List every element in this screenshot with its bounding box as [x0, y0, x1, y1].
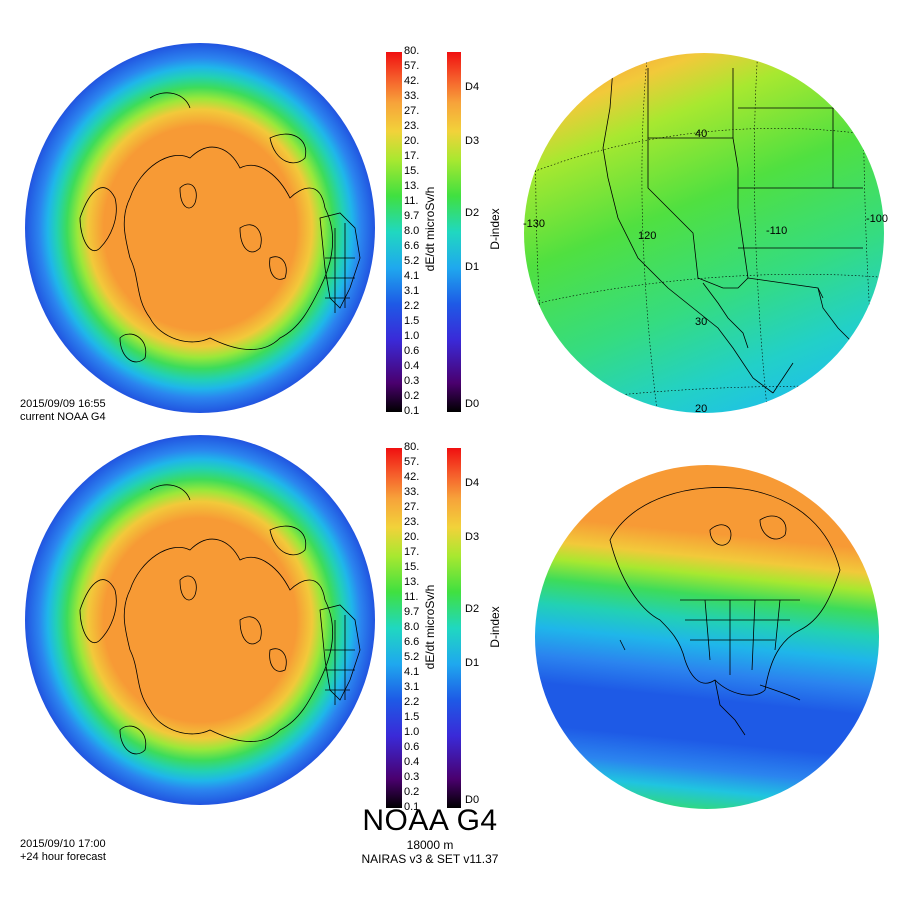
model-label: NAIRAS v3 & SET v11.37 — [361, 852, 499, 866]
colorbar-tick-label: 0.2 — [404, 786, 420, 798]
globe-north-america — [535, 465, 879, 809]
dindex-ticks-bottom: D4 D3 D2 D1 D0 — [465, 442, 495, 814]
colorbar-tick-label: 23. — [404, 516, 420, 528]
dose-colorbar-bottom — [386, 448, 402, 808]
colorbar-tick-label: 11. — [404, 195, 419, 207]
colorbar-tick-label: 0.1 — [404, 405, 420, 417]
colorbar-tick-label: 0.4 — [404, 756, 420, 768]
colorbar-tick-label: 15. — [404, 561, 420, 573]
lon-label-110: -110 — [766, 225, 788, 237]
colorbar-tick-label: 2.2 — [404, 300, 420, 312]
lat-label-30: 30 — [695, 316, 708, 328]
colorbar-tick-label: 1.0 — [404, 330, 420, 342]
colorbar-tick-label: 17. — [404, 150, 420, 162]
colorbar-tick-label: 5.2 — [404, 651, 420, 663]
colorbar-tick-label: 27. — [404, 105, 420, 117]
dose-colorbar-title-bottom: dE/dt microSv/h — [423, 584, 437, 670]
colorbar-tick-label: D1 — [465, 261, 480, 273]
colorbar-tick-label: 0.6 — [404, 345, 420, 357]
north-america-outline — [609, 487, 841, 696]
colorbar-tick-label: 9.7 — [404, 606, 420, 618]
colorbar-tick-label: 11. — [404, 591, 419, 603]
colorbar-tick-label: 8.0 — [404, 225, 420, 237]
colorbar-tick-label: 0.1 — [404, 801, 420, 813]
colorbar-tick-label: 23. — [404, 120, 420, 132]
colorbar-tick-label: 3.1 — [404, 681, 420, 693]
top-panel-date: 2015/09/09 16:55 — [20, 398, 106, 410]
dindex-colorbar-bottom — [447, 448, 461, 808]
colorbar-tick-label: 0.6 — [404, 741, 420, 753]
colorbar-tick-label: 0.3 — [404, 771, 420, 783]
dindex-ticks-top: D4 D3 D2 D1 D0 — [465, 46, 495, 418]
colorbar-tick-label: D3 — [465, 135, 480, 147]
dindex-colorbar-title-bottom: D-index — [488, 606, 502, 648]
colorbar-tick-label: D3 — [465, 531, 480, 543]
colorbar-tick-label: 20. — [404, 135, 420, 147]
colorbar-tick-label: 3.1 — [404, 285, 420, 297]
colorbar-tick-label: 13. — [404, 576, 420, 588]
colorbar-tick-label: D1 — [465, 657, 480, 669]
polar-coastlines — [79, 92, 361, 363]
dindex-colorbar-title-top: D-index — [488, 208, 502, 250]
dose-colorbar-title-top: dE/dt microSv/h — [423, 186, 437, 272]
colorbar-tick-label: 80. — [404, 45, 420, 57]
colorbar-tick-label: 0.4 — [404, 360, 420, 372]
polar-coastlines — [79, 484, 361, 755]
colorbar-tick-label: 1.0 — [404, 726, 420, 738]
colorbar-tick-label: 1.5 — [404, 711, 420, 723]
lon-label-120: 120 — [638, 230, 657, 242]
colorbar-tick-label: 33. — [404, 90, 420, 102]
coastline-and-borders — [602, 67, 863, 394]
colorbar-tick-label: 6.6 — [404, 240, 420, 252]
dose-colorbar-top — [386, 52, 402, 412]
colorbar-tick-label: 17. — [404, 546, 420, 558]
bottom-panel-date: 2015/09/10 17:00 — [20, 838, 106, 850]
dindex-colorbar-top — [447, 52, 461, 412]
colorbar-tick-label: D2 — [465, 207, 480, 219]
colorbar-tick-label: 42. — [404, 471, 420, 483]
colorbar-tick-label: 2.2 — [404, 696, 420, 708]
colorbar-tick-label: D2 — [465, 603, 480, 615]
colorbar-tick-label: 0.2 — [404, 390, 420, 402]
colorbar-tick-label: 4.1 — [404, 270, 420, 282]
top-panel-label: current NOAA G4 — [20, 411, 106, 423]
colorbar-tick-label: 27. — [404, 501, 420, 513]
colorbar-tick-label: D4 — [465, 477, 480, 489]
colorbar-tick-label: 42. — [404, 75, 420, 87]
colorbar-tick-label: 57. — [404, 60, 420, 72]
colorbar-tick-label: D4 — [465, 81, 480, 93]
polar-globe-forecast — [25, 435, 375, 805]
colorbar-tick-label: 9.7 — [404, 210, 420, 222]
colorbar-tick-label: D0 — [465, 397, 480, 410]
lon-label-100: -100 — [866, 213, 889, 225]
lat-label-40: 40 — [695, 128, 708, 140]
dose-ticks-top: 80. 57. 42. 33. 27. 23. 20. 17. 15. 13. 11. 9.7 8.0 6… — [404, 46, 434, 418]
colorbar-tick-label: 8.0 — [404, 621, 420, 633]
colorbar-tick-label: 4.1 — [404, 666, 420, 678]
colorbar-tick-label: 20. — [404, 531, 420, 543]
dose-ticks-bottom: 80. 57. 42. 33. 27. 23. 20. 17. 15. 13. 11. 9.7 8.0 6… — [404, 442, 434, 814]
altitude-label: 18000 m — [406, 838, 454, 852]
lon-label-130: -130 — [523, 218, 546, 230]
colorbar-tick-label: 33. — [404, 486, 420, 498]
colorbar-tick-label: 15. — [404, 165, 420, 177]
colorbar-tick-label: 0.3 — [404, 375, 420, 387]
bottom-panel-label: +24 hour forecast — [20, 851, 106, 863]
lat-label-20: 20 — [695, 403, 708, 415]
regional-map-western-us — [524, 53, 884, 413]
colorbar-tick-label: 13. — [404, 180, 420, 192]
colorbar-tick-label: 57. — [404, 456, 420, 468]
colorbar-tick-label: 80. — [404, 441, 420, 453]
colorbar-tick-label: 6.6 — [404, 636, 420, 648]
colorbar-tick-label: 5.2 — [404, 255, 420, 267]
colorbar-tick-label: D0 — [465, 793, 480, 806]
colorbar-tick-label: 1.5 — [404, 315, 420, 327]
polar-globe-current — [25, 43, 375, 413]
satellite-title: NOAA G4 — [362, 804, 498, 837]
